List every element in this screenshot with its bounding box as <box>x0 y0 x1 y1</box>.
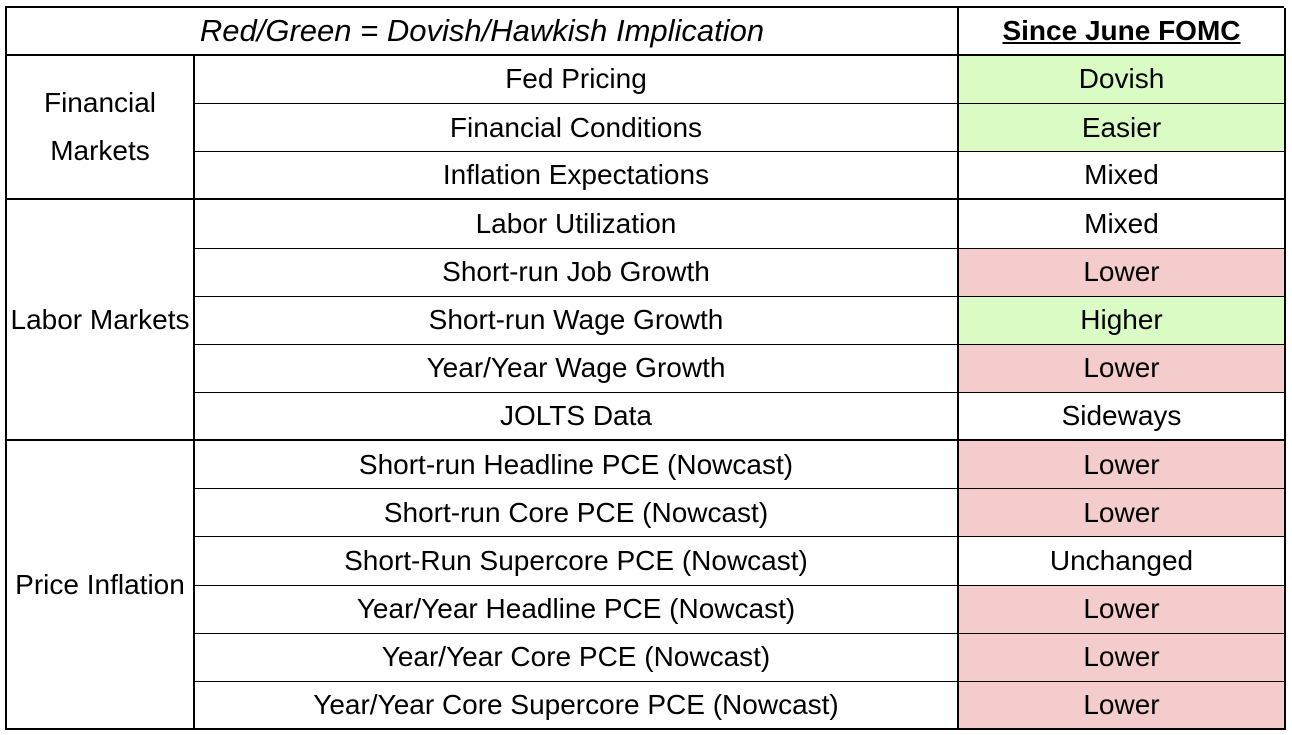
metric-label: Short-run Wage Growth <box>195 296 959 345</box>
since-june-fomc-header: Since June FOMC <box>959 8 1286 56</box>
status-value: Lower <box>959 441 1286 490</box>
metric-label: Short-run Job Growth <box>195 248 959 297</box>
group-label: Financial Markets <box>7 56 195 201</box>
metric-label: Labor Utilization <box>195 200 959 249</box>
metric-label: JOLTS Data <box>195 392 959 442</box>
metric-label: Short-run Headline PCE (Nowcast) <box>195 441 959 490</box>
status-value: Lower <box>959 248 1286 297</box>
status-value: Lower <box>959 681 1286 730</box>
status-value: Easier <box>959 104 1286 153</box>
status-value: Sideways <box>959 392 1286 442</box>
status-value: Mixed <box>959 200 1286 249</box>
metric-label: Financial Conditions <box>195 104 959 153</box>
status-value: Lower <box>959 633 1286 682</box>
status-value: Lower <box>959 585 1286 634</box>
status-value: Unchanged <box>959 537 1286 586</box>
status-value: Dovish <box>959 56 1286 105</box>
metric-label: Year/Year Wage Growth <box>195 344 959 393</box>
group-label: Price Inflation <box>7 441 195 730</box>
status-value: Lower <box>959 489 1286 538</box>
fomc-implication-table: Red/Green = Dovish/Hawkish Implication S… <box>5 6 1286 730</box>
metric-label: Year/Year Headline PCE (Nowcast) <box>195 585 959 634</box>
metric-label: Short-Run Supercore PCE (Nowcast) <box>195 537 959 586</box>
status-value: Mixed <box>959 152 1286 201</box>
legend-header: Red/Green = Dovish/Hawkish Implication <box>7 8 959 56</box>
metric-label: Year/Year Core Supercore PCE (Nowcast) <box>195 681 959 730</box>
group-label: Labor Markets <box>7 200 195 442</box>
metric-label: Inflation Expectations <box>195 152 959 201</box>
metric-label: Fed Pricing <box>195 56 959 105</box>
metric-label: Short-run Core PCE (Nowcast) <box>195 489 959 538</box>
status-value: Higher <box>959 296 1286 345</box>
metric-label: Year/Year Core PCE (Nowcast) <box>195 633 959 682</box>
status-value: Lower <box>959 344 1286 393</box>
